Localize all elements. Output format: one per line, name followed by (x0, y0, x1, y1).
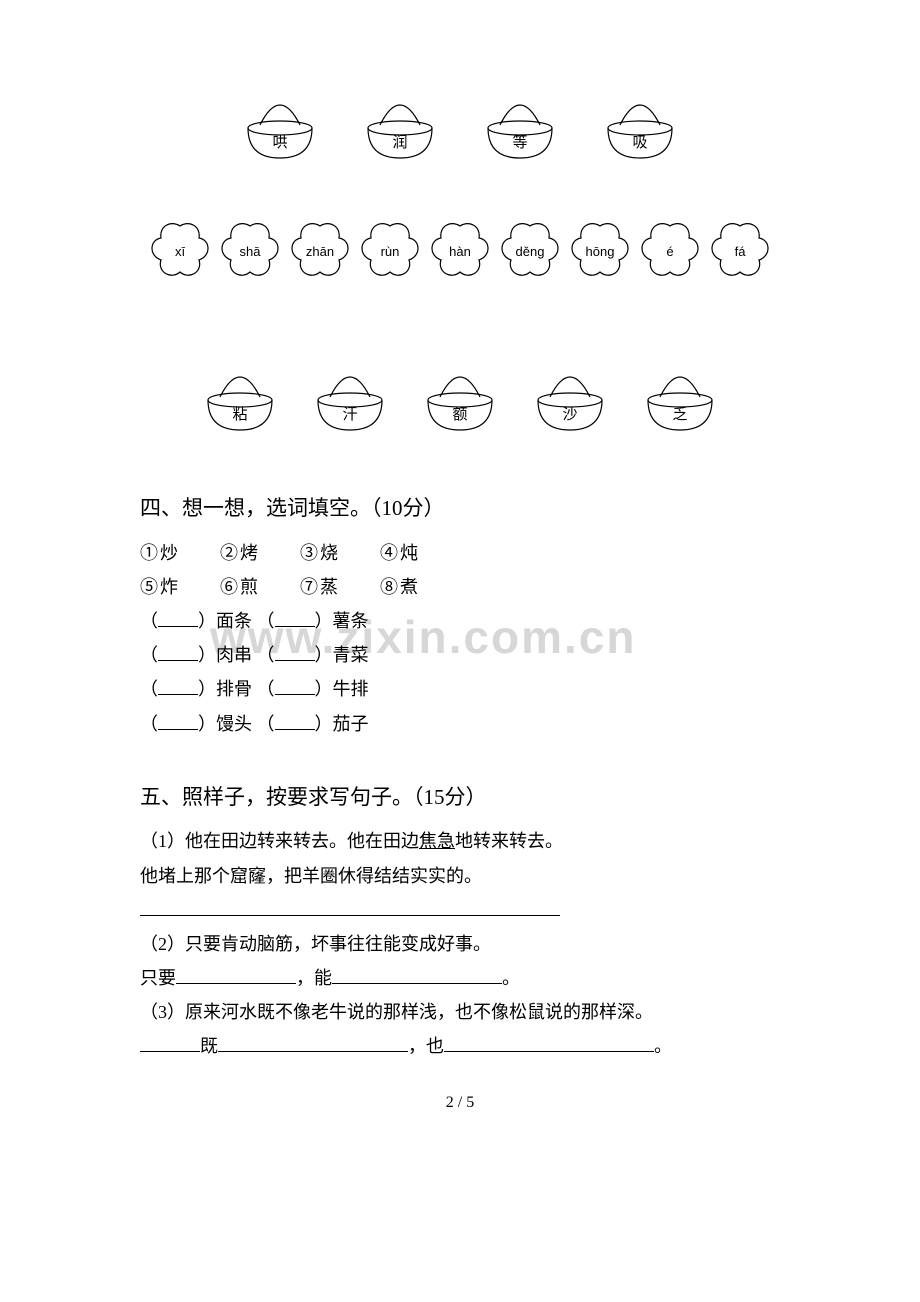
blank[interactable] (275, 608, 315, 627)
section4-pair: （）面条 （）薯条 (140, 604, 780, 638)
flower-pinyin: xī (175, 244, 185, 259)
q1a-pre: （1）他在田边转来转去。他在田边 (140, 831, 419, 851)
section5-q3-fill: 既 ，也 。 (140, 1029, 780, 1063)
blank[interactable] (275, 676, 315, 695)
blank[interactable] (275, 711, 315, 730)
flower-pinyin: fá (735, 244, 746, 259)
blank[interactable] (158, 676, 198, 695)
section5-q3: （3）原来河水既不像老牛说的那样浅，也不像松鼠说的那样深。 (140, 995, 780, 1029)
flower-pinyin: zhān (306, 244, 334, 259)
pair-b: 茄子 (333, 714, 369, 734)
section4-pair: （）馒头 （）茄子 (140, 707, 780, 741)
flower-pinyin: hōng (586, 244, 615, 259)
basket-row-top: 哄 润 等 (140, 90, 780, 160)
section4-pair: （）排骨 （）牛排 (140, 672, 780, 706)
basket-item: 沙 (530, 362, 610, 432)
flower-item: xī (149, 220, 211, 282)
blank[interactable] (176, 965, 296, 984)
blank[interactable] (218, 1033, 408, 1052)
basket-char: 吸 (632, 131, 647, 152)
basket-item: 额 (420, 362, 500, 432)
section4-title: 四、想一想，选词填空。（10分） (140, 492, 780, 526)
blank[interactable] (332, 965, 502, 984)
flower-pinyin: děng (516, 244, 545, 259)
flower-item: děng (499, 220, 561, 282)
section5-q2-fill: 只要 ，能 。 (140, 961, 780, 995)
blank[interactable] (158, 642, 198, 661)
section5-q2: （2）只要肯动脑筋，坏事往往能变成好事。 (140, 927, 780, 961)
flower-pinyin: shā (240, 244, 261, 259)
basket-item: 等 (480, 90, 560, 160)
basket-item: 哄 (240, 90, 320, 160)
page-number: 2 / 5 (140, 1094, 780, 1112)
pair-b: 青菜 (333, 645, 369, 665)
q1a-underline: 焦急 (419, 831, 455, 851)
basket-item: 乏 (640, 362, 720, 432)
pair-a: 肉串 (216, 645, 252, 665)
basket-char: 等 (512, 131, 527, 152)
flower-item: rùn (359, 220, 421, 282)
basket-char: 乏 (672, 403, 687, 424)
flower-item: shā (219, 220, 281, 282)
basket-item: 润 (360, 90, 440, 160)
pair-a: 馒头 (216, 714, 252, 734)
section4-pair: （）肉串 （）青菜 (140, 638, 780, 672)
basket-char: 粘 (232, 403, 247, 424)
q2-pre: 只要 (140, 968, 176, 988)
pair-a: 面条 (216, 611, 252, 631)
flower-item: é (639, 220, 701, 282)
flower-pinyin: é (666, 244, 673, 259)
section5-q1a: （1）他在田边转来转去。他在田边焦急地转来转去。 (140, 824, 780, 858)
q1a-tail: 地转来转去。 (455, 831, 563, 851)
section5-q1-blank-line (140, 893, 780, 927)
page-content: 哄 润 等 (140, 90, 780, 1112)
section4-words-row1: ①炒 ②烤 ③烧 ④炖 (140, 536, 780, 570)
basket-char: 润 (392, 131, 407, 152)
blank[interactable] (140, 897, 560, 916)
q2-end: 。 (502, 968, 520, 988)
blank[interactable] (444, 1033, 654, 1052)
blank[interactable] (158, 608, 198, 627)
blank[interactable] (275, 642, 315, 661)
q3-c: 。 (654, 1036, 672, 1056)
basket-char: 哄 (272, 131, 287, 152)
flower-item: zhān (289, 220, 351, 282)
pair-a: 排骨 (216, 679, 252, 699)
pair-b: 薯条 (333, 611, 369, 631)
blank[interactable] (140, 1033, 200, 1052)
basket-char: 额 (452, 403, 467, 424)
basket-item: 汗 (310, 362, 390, 432)
q2-mid: ，能 (296, 968, 332, 988)
basket-char: 沙 (562, 403, 577, 424)
section5-q1b: 他堵上那个窟窿，把羊圈休得结结实实的。 (140, 859, 780, 893)
flower-item: hàn (429, 220, 491, 282)
basket-item: 粘 (200, 362, 280, 432)
flower-pinyin: rùn (381, 244, 400, 259)
blank[interactable] (158, 711, 198, 730)
flower-row: xī shā zhān rùn hàn děng (140, 220, 780, 282)
section5-title: 五、照样子，按要求写句子。（15分） (140, 781, 780, 815)
q3-a: 既 (200, 1036, 218, 1056)
flower-item: fá (709, 220, 771, 282)
flower-pinyin: hàn (449, 244, 471, 259)
q3-b: ，也 (408, 1036, 444, 1056)
basket-item: 吸 (600, 90, 680, 160)
section4-words-row2: ⑤炸 ⑥煎 ⑦蒸 ⑧煮 (140, 570, 780, 604)
basket-char: 汗 (342, 403, 357, 424)
pair-b: 牛排 (333, 679, 369, 699)
basket-row-bottom: 粘 汗 额 沙 乏 (140, 362, 780, 432)
flower-item: hōng (569, 220, 631, 282)
